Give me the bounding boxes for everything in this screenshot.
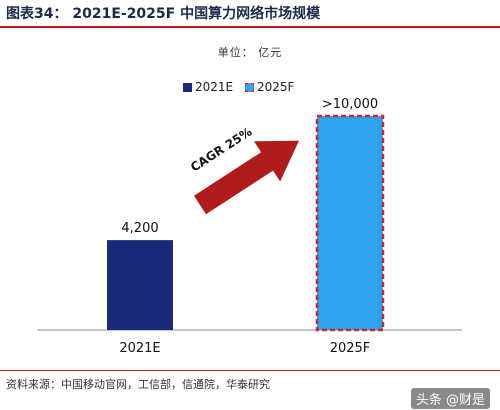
source-divider (0, 370, 500, 371)
x-tick-label-2021e: 2021E (119, 341, 160, 356)
cagr-arrow-group (194, 140, 299, 215)
cagr-arrow-icon (194, 140, 299, 215)
watermark: 头条 @财是 (410, 388, 490, 409)
legend-swatch-2025f (245, 83, 254, 92)
data-label-2025f: >10,000 (322, 97, 378, 112)
legend-item-2021e: 2021E (183, 80, 233, 94)
source-note: 资料来源：中国移动官网，工信部，信通院，华泰研究 (6, 378, 270, 391)
legend-label-2025f: 2025F (257, 80, 295, 94)
bar-2025f (315, 114, 385, 332)
data-label-2021e: 4,200 (121, 221, 158, 236)
legend-item-2025f: 2025F (245, 80, 294, 94)
legend-label-2021e: 2021E (195, 80, 234, 94)
title-bar: 图表34： 2021E-2025F 中国算力网络市场规模 (0, 0, 500, 28)
chart-title: 图表34： 2021E-2025F 中国算力网络市场规模 (6, 6, 321, 22)
unit-label: 单位： 亿元 (217, 46, 283, 59)
bar-2021e (107, 240, 173, 330)
x-tick-label-2025f: 2025F (330, 341, 371, 356)
legend-swatch-2021e (183, 83, 192, 92)
